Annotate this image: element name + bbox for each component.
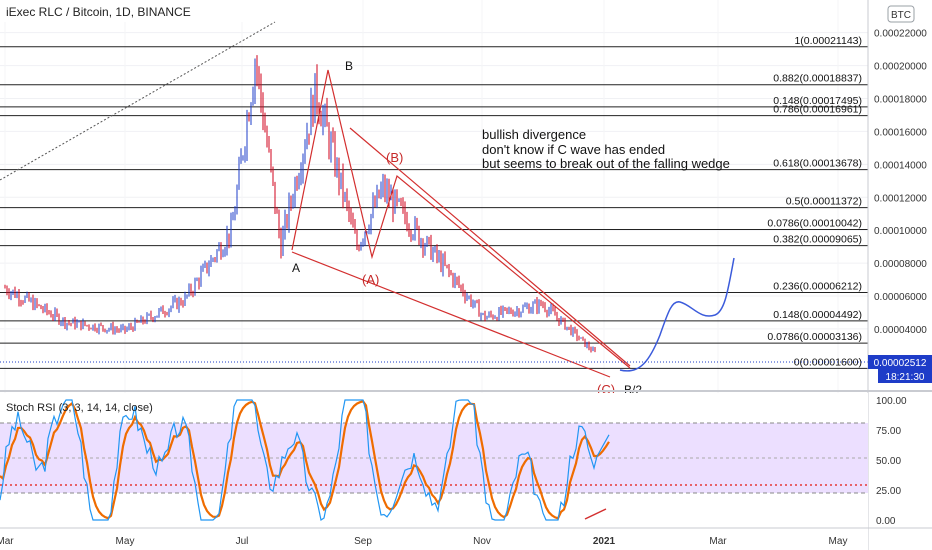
wave-label-b: B: [345, 59, 353, 73]
fib-level-label: 0.148(0.00017495): [773, 95, 862, 107]
time-tick-label: May: [829, 536, 848, 547]
price-tick-label: 0.00006000: [874, 292, 927, 303]
fib-level-label: 0(0.00001600): [794, 356, 862, 368]
fib-level-label: 0.618(0.00013678): [773, 158, 862, 170]
stoch-rsi-pane[interactable]: Stoch RSI (3, 3, 14, 14, close): [0, 393, 868, 528]
stoch-rsi-k-line: [0, 399, 610, 521]
price-pane[interactable]: [0, 0, 868, 390]
falling-wedge[interactable]: [291, 69, 631, 378]
fib-level-label: 0.882(0.00018837): [773, 73, 862, 85]
svg-text:18:21:30: 18:21:30: [886, 372, 925, 383]
annotation-line-1: bullish divergence: [482, 127, 586, 142]
time-tick-label: Nov: [473, 536, 491, 547]
stoch-rsi-d-line: [0, 400, 610, 520]
candlesticks: [4, 55, 596, 353]
chart-title: iExec RLC / Bitcoin, 1D, BINANCE: [6, 5, 191, 19]
fib-level-label: 0.382(0.00009065): [773, 234, 862, 246]
fib-level-label: 1(0.00021143): [794, 35, 862, 47]
fib-level-label: 0.148(0.00004492): [773, 309, 862, 321]
svg-text:0.00002512: 0.00002512: [874, 358, 927, 369]
annotation-line-3: but seems to break out of the falling we…: [482, 156, 730, 171]
time-tick-label: Mar: [709, 536, 727, 547]
time-tick-label: Sep: [354, 536, 372, 547]
price-tick-label: 0.00012000: [874, 193, 927, 204]
svg-text:BTC: BTC: [891, 10, 911, 21]
rsi-tick-label: 25.00: [876, 486, 901, 497]
fib-retracement[interactable]: 1(0.00021143) 0.882(0.00018837) 0.148(0.00…: [0, 35, 868, 369]
projection-curve[interactable]: [619, 257, 735, 372]
fib-level-label: 0.5(0.00011372): [786, 196, 862, 208]
time-tick-label: 2021: [593, 536, 616, 547]
rsi-tick-label: 50.00: [876, 456, 901, 467]
fib-level-label: 0.0786(0.00010042): [767, 217, 862, 229]
time-tick-label: May: [116, 536, 135, 547]
annotation-line-2: don't know if C wave has ended: [482, 142, 665, 157]
wave-label-a: A: [292, 261, 300, 275]
time-tick-label: Mar: [0, 536, 14, 547]
rsi-tick-label: 100.00: [876, 396, 907, 407]
time-axis[interactable]: [0, 528, 868, 550]
currency-badge[interactable]: BTC: [887, 5, 915, 23]
wave-label-b-sub: (B): [386, 150, 403, 165]
time-tick-label: Jul: [236, 536, 249, 547]
price-tick-label: 0.00022000: [874, 29, 927, 40]
rsi-tick-label: 0.00: [876, 516, 896, 527]
rsi-tick-label: 75.00: [876, 426, 901, 437]
rsi-axis-ticks: 100.00 75.00 50.00 25.00 0.00: [876, 396, 907, 527]
price-tick-label: 0.00014000: [874, 160, 927, 171]
current-price-tag: 0.00002512 18:21:30: [868, 355, 932, 383]
wave-label-a-sub: (A): [362, 272, 379, 287]
fib-level-label: 0.786(0.00016961): [773, 104, 862, 116]
divergence-line: [584, 508, 607, 520]
price-tick-label: 0.00016000: [874, 127, 927, 138]
price-tick-label: 0.00004000: [874, 325, 927, 336]
rsi-title: Stoch RSI (3, 3, 14, 14, close): [6, 402, 153, 414]
price-tick-label: 0.00008000: [874, 259, 927, 270]
trend-line-dotted[interactable]: [0, 21, 276, 181]
price-axis[interactable]: [868, 0, 932, 390]
price-tick-label: 0.00010000: [874, 226, 927, 237]
time-axis-ticks: Mar May Jul Sep Nov 2021 Mar May: [0, 536, 847, 547]
fib-level-label: 0.0786(0.00003136): [767, 331, 862, 343]
price-tick-label: 0.00018000: [874, 95, 927, 106]
fib-level-label: 0.236(0.00006212): [773, 281, 862, 293]
price-axis-ticks: 0.00022000 0.00020000 0.00018000 0.00016000…: [874, 29, 927, 336]
price-tick-label: 0.00020000: [874, 62, 927, 73]
